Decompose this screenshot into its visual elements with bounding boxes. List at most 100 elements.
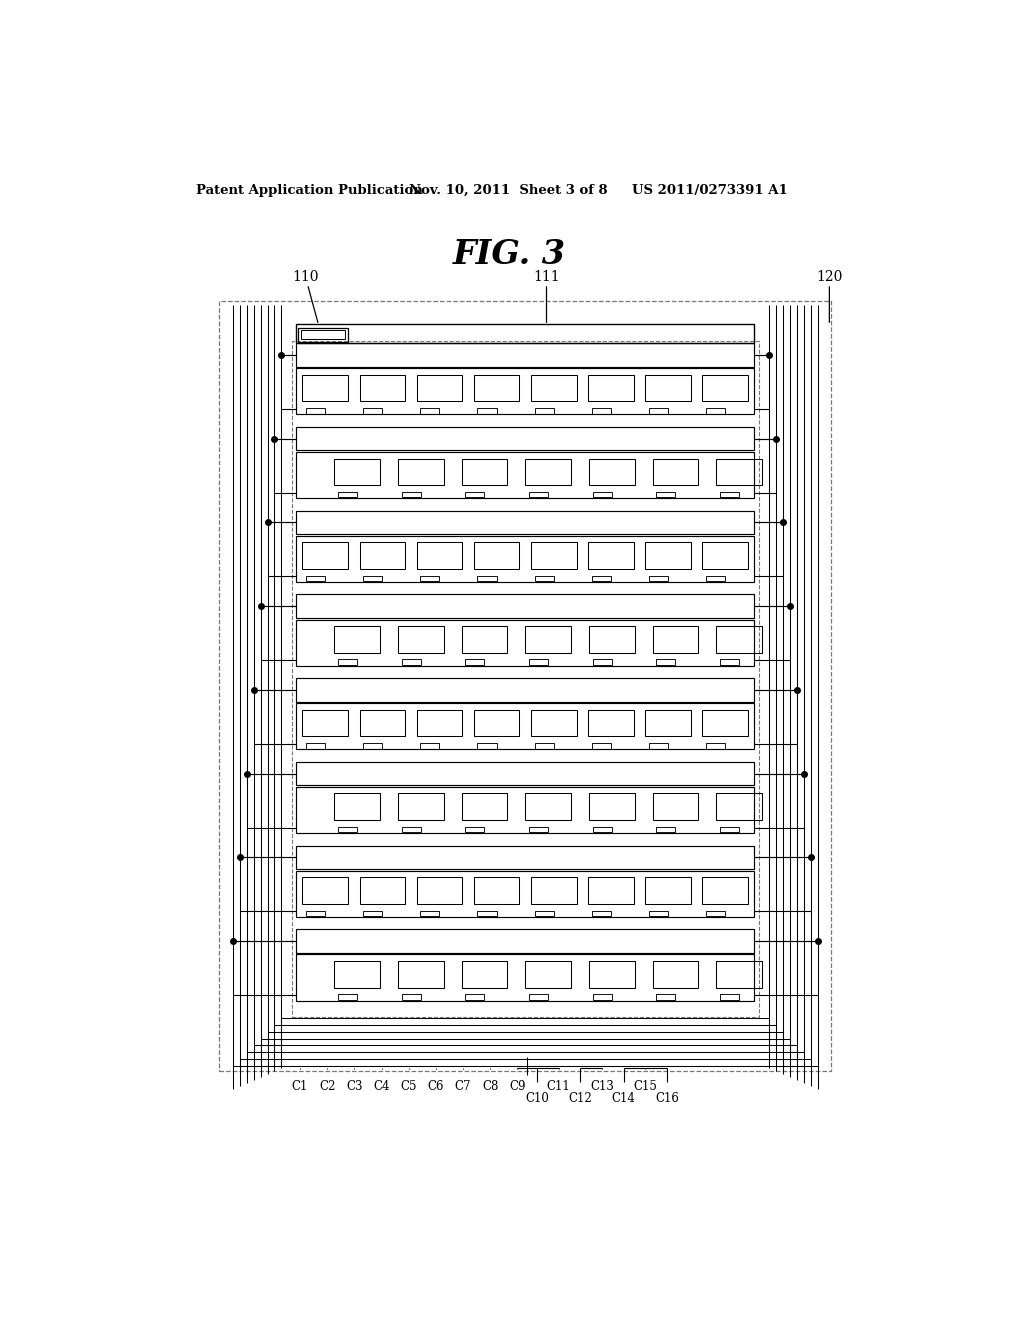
Bar — [296, 511, 755, 535]
Bar — [592, 576, 611, 581]
Bar — [420, 911, 439, 916]
Bar — [306, 576, 326, 581]
Bar — [420, 576, 439, 581]
Bar — [477, 408, 497, 413]
Bar — [462, 458, 507, 486]
Bar — [398, 961, 443, 987]
Text: 111: 111 — [534, 269, 560, 322]
Bar — [359, 543, 406, 569]
Bar — [535, 408, 554, 413]
Text: C13: C13 — [590, 1080, 613, 1093]
Bar — [716, 626, 762, 652]
Text: C3: C3 — [346, 1080, 362, 1093]
Text: Patent Application Publication: Patent Application Publication — [197, 185, 423, 197]
Bar — [477, 911, 497, 916]
Bar — [592, 911, 611, 916]
Bar — [462, 961, 507, 987]
Bar — [359, 878, 406, 904]
Bar — [589, 458, 635, 486]
Bar — [528, 994, 548, 999]
Text: C5: C5 — [400, 1080, 417, 1093]
Bar — [296, 323, 755, 343]
Bar — [702, 375, 748, 401]
Bar — [645, 710, 691, 737]
Bar — [589, 793, 635, 820]
Text: C1: C1 — [292, 1080, 308, 1093]
Text: C16: C16 — [655, 1093, 679, 1105]
Bar — [474, 710, 519, 737]
Bar — [296, 343, 755, 367]
Bar — [593, 492, 611, 498]
Bar — [401, 994, 421, 999]
Text: 110: 110 — [292, 269, 318, 322]
Text: C2: C2 — [319, 1080, 336, 1093]
Text: C15: C15 — [634, 1080, 657, 1093]
Bar — [401, 492, 421, 498]
Bar — [588, 710, 634, 737]
Bar — [334, 793, 380, 820]
Bar — [465, 659, 484, 665]
Bar — [417, 710, 462, 737]
Bar — [652, 793, 698, 820]
Bar — [298, 327, 348, 342]
Bar — [296, 594, 755, 618]
Bar — [716, 961, 762, 987]
Bar — [588, 543, 634, 569]
Bar — [296, 678, 755, 702]
Bar — [720, 659, 739, 665]
Bar — [652, 458, 698, 486]
Bar — [296, 871, 755, 917]
Bar — [477, 743, 497, 748]
Bar — [417, 543, 462, 569]
Text: C11: C11 — [547, 1080, 570, 1093]
Bar — [296, 704, 755, 750]
Bar — [720, 492, 739, 498]
Bar — [301, 330, 345, 339]
Bar — [474, 375, 519, 401]
Text: C4: C4 — [374, 1080, 390, 1093]
Bar — [462, 626, 507, 652]
Bar — [649, 743, 668, 748]
Text: C8: C8 — [482, 1080, 499, 1093]
Bar — [417, 878, 462, 904]
Bar — [474, 878, 519, 904]
Bar — [465, 826, 484, 833]
Bar — [306, 911, 326, 916]
Bar — [474, 543, 519, 569]
Bar — [296, 536, 755, 582]
Bar — [334, 626, 380, 652]
Bar — [525, 793, 570, 820]
Text: C12: C12 — [568, 1093, 592, 1105]
Bar — [465, 994, 484, 999]
Text: C7: C7 — [455, 1080, 471, 1093]
Bar — [302, 878, 348, 904]
Bar — [359, 375, 406, 401]
Bar — [593, 994, 611, 999]
Bar — [530, 710, 577, 737]
Bar — [652, 961, 698, 987]
Bar — [417, 375, 462, 401]
Bar — [588, 878, 634, 904]
Bar — [656, 492, 676, 498]
Bar — [706, 408, 725, 413]
Text: Nov. 10, 2011  Sheet 3 of 8: Nov. 10, 2011 Sheet 3 of 8 — [409, 185, 607, 197]
Bar — [649, 576, 668, 581]
Text: C6: C6 — [428, 1080, 444, 1093]
Bar — [359, 710, 406, 737]
Bar — [702, 543, 748, 569]
Bar — [334, 458, 380, 486]
Bar — [720, 994, 739, 999]
Bar — [652, 626, 698, 652]
Bar — [530, 543, 577, 569]
Bar — [716, 793, 762, 820]
Bar — [528, 659, 548, 665]
Bar — [296, 929, 755, 953]
Bar — [477, 576, 497, 581]
Text: C14: C14 — [611, 1093, 636, 1105]
Bar — [302, 375, 348, 401]
Bar — [306, 743, 326, 748]
Bar — [528, 826, 548, 833]
Bar — [292, 341, 759, 1016]
Bar — [334, 961, 380, 987]
Bar — [593, 826, 611, 833]
